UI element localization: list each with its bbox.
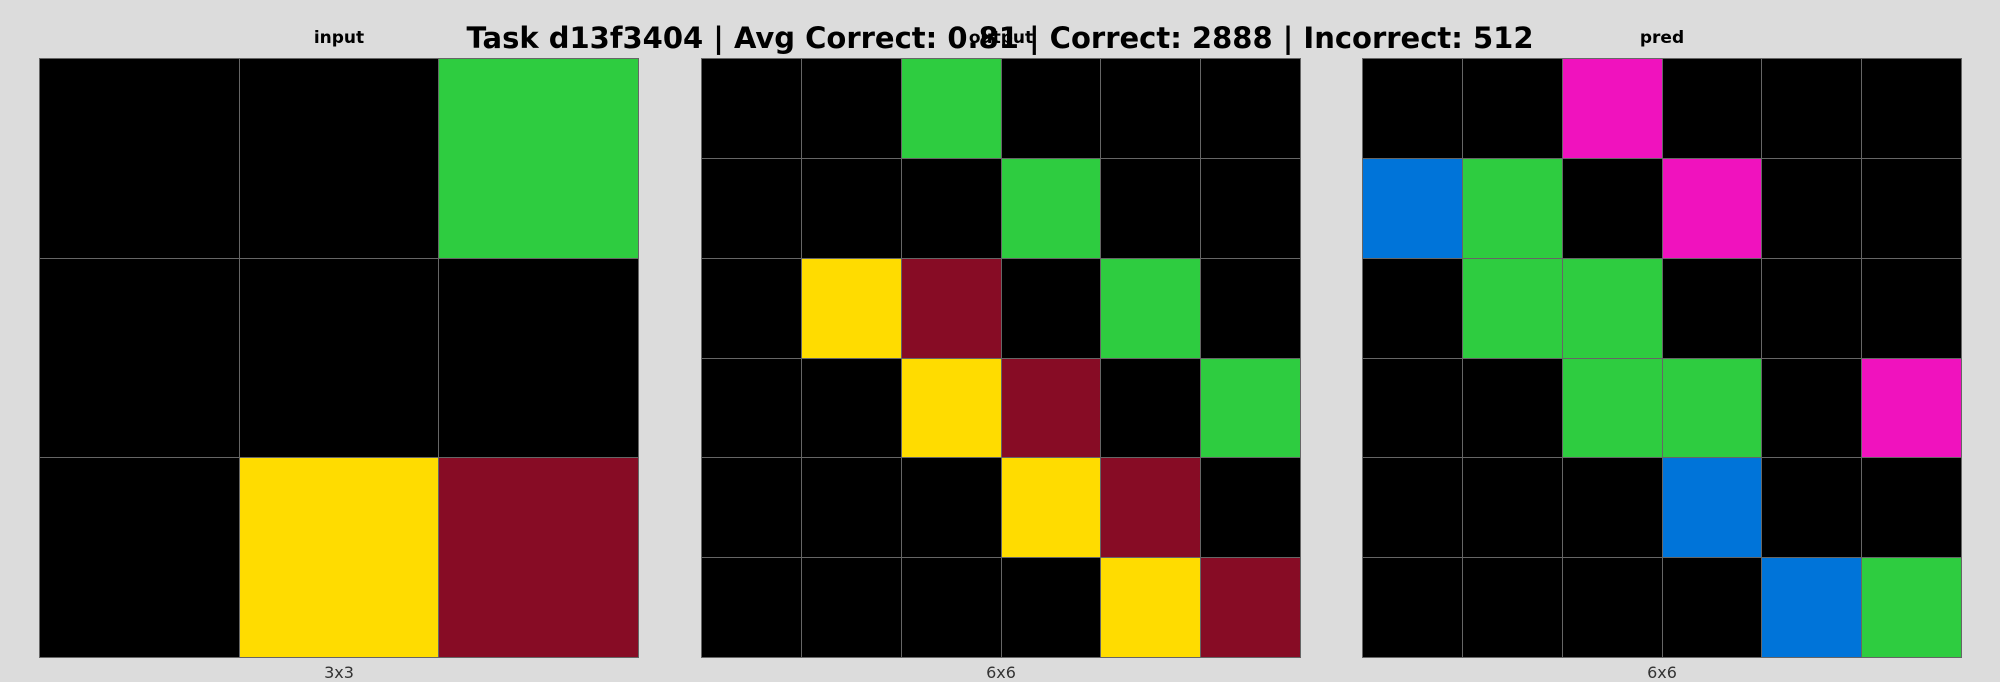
output-cell-r3-c0 xyxy=(702,358,801,458)
output-cell-r3-c1 xyxy=(801,358,901,458)
pred-cell-r2-c0 xyxy=(1363,258,1462,358)
output-cell-r0-c2 xyxy=(901,59,1001,158)
input-cell-r2-c2 xyxy=(439,458,638,657)
pred-cell-r5-c2 xyxy=(1562,558,1662,657)
pred-cell-r2-c1 xyxy=(1462,258,1562,358)
output-cell-r0-c1 xyxy=(801,59,901,158)
pred-panel: pred 6x6 xyxy=(1362,28,1962,682)
pred-cell-r5-c4 xyxy=(1762,558,1862,657)
pred-cell-r0-c4 xyxy=(1762,59,1862,158)
pred-cell-r5-c1 xyxy=(1462,558,1562,657)
output-cell-r4-c4 xyxy=(1101,458,1201,558)
pred-cell-r4-c4 xyxy=(1762,458,1862,558)
pred-size-label: 6x6 xyxy=(1647,663,1677,682)
output-cell-r1-c4 xyxy=(1101,158,1201,258)
output-cell-r0-c4 xyxy=(1101,59,1201,158)
output-grid xyxy=(701,58,1301,658)
input-grid xyxy=(39,58,639,658)
output-cell-r3-c4 xyxy=(1101,358,1201,458)
input-cell-r2-c0 xyxy=(40,458,239,657)
output-cell-r1-c3 xyxy=(1001,158,1101,258)
pred-cell-r3-c3 xyxy=(1662,358,1762,458)
output-cell-r5-c0 xyxy=(702,558,801,657)
pred-cell-r1-c2 xyxy=(1562,158,1662,258)
pred-cell-r3-c2 xyxy=(1562,358,1662,458)
pred-cell-r2-c5 xyxy=(1862,258,1961,358)
pred-cell-r0-c2 xyxy=(1562,59,1662,158)
pred-cell-r0-c1 xyxy=(1462,59,1562,158)
output-cell-r2-c0 xyxy=(702,258,801,358)
output-cell-r0-c0 xyxy=(702,59,801,158)
output-cell-r2-c4 xyxy=(1101,258,1201,358)
input-panel-title: input xyxy=(313,28,365,48)
pred-cell-r2-c4 xyxy=(1762,258,1862,358)
input-cell-r0-c0 xyxy=(40,59,239,258)
output-cell-r4-c0 xyxy=(702,458,801,558)
output-cell-r5-c2 xyxy=(901,558,1001,657)
pred-cell-r4-c0 xyxy=(1363,458,1462,558)
pred-cell-r5-c3 xyxy=(1662,558,1762,657)
output-cell-r1-c2 xyxy=(901,158,1001,258)
input-cell-r2-c1 xyxy=(239,458,439,657)
pred-grid xyxy=(1362,58,1962,658)
input-size-label: 3x3 xyxy=(324,663,354,682)
pred-cell-r3-c1 xyxy=(1462,358,1562,458)
figure-title: Task d13f3404 | Avg Correct: 0.81 | Corr… xyxy=(466,21,1534,55)
output-cell-r3-c3 xyxy=(1001,358,1101,458)
pred-cell-r2-c2 xyxy=(1562,258,1662,358)
output-cell-r2-c3 xyxy=(1001,258,1101,358)
output-cell-r2-c5 xyxy=(1201,258,1300,358)
pred-cell-r4-c5 xyxy=(1862,458,1961,558)
pred-cell-r5-c5 xyxy=(1862,558,1961,657)
output-cell-r4-c5 xyxy=(1201,458,1300,558)
pred-cell-r3-c5 xyxy=(1862,358,1961,458)
output-cell-r0-c3 xyxy=(1001,59,1101,158)
pred-cell-r0-c5 xyxy=(1862,59,1961,158)
pred-cell-r1-c4 xyxy=(1762,158,1862,258)
pred-cell-r3-c0 xyxy=(1363,358,1462,458)
output-cell-r4-c2 xyxy=(901,458,1001,558)
pred-cell-r5-c0 xyxy=(1363,558,1462,657)
pred-cell-r4-c2 xyxy=(1562,458,1662,558)
output-cell-r5-c1 xyxy=(801,558,901,657)
pred-cell-r0-c0 xyxy=(1363,59,1462,158)
output-cell-r3-c2 xyxy=(901,358,1001,458)
output-cell-r5-c4 xyxy=(1101,558,1201,657)
output-cell-r2-c2 xyxy=(901,258,1001,358)
pred-cell-r3-c4 xyxy=(1762,358,1862,458)
input-panel: input 3x3 xyxy=(39,28,639,682)
pred-cell-r4-c3 xyxy=(1662,458,1762,558)
pred-cell-r1-c5 xyxy=(1862,158,1961,258)
input-cell-r0-c1 xyxy=(239,59,439,258)
output-size-label: 6x6 xyxy=(986,663,1016,682)
output-cell-r2-c1 xyxy=(801,258,901,358)
output-cell-r1-c5 xyxy=(1201,158,1300,258)
output-cell-r0-c5 xyxy=(1201,59,1300,158)
output-panel-title: output xyxy=(968,28,1034,48)
input-cell-r0-c2 xyxy=(439,59,638,258)
pred-cell-r1-c1 xyxy=(1462,158,1562,258)
output-cell-r1-c1 xyxy=(801,158,901,258)
output-cell-r4-c1 xyxy=(801,458,901,558)
output-cell-r5-c3 xyxy=(1001,558,1101,657)
pred-cell-r1-c0 xyxy=(1363,158,1462,258)
output-cell-r3-c5 xyxy=(1201,358,1300,458)
output-cell-r1-c0 xyxy=(702,158,801,258)
pred-cell-r1-c3 xyxy=(1662,158,1762,258)
input-cell-r1-c0 xyxy=(40,258,239,458)
pred-cell-r4-c1 xyxy=(1462,458,1562,558)
pred-cell-r0-c3 xyxy=(1662,59,1762,158)
output-cell-r5-c5 xyxy=(1201,558,1300,657)
output-panel: output 6x6 xyxy=(701,28,1301,682)
output-cell-r4-c3 xyxy=(1001,458,1101,558)
input-cell-r1-c2 xyxy=(439,258,638,458)
pred-panel-title: pred xyxy=(1639,28,1685,48)
pred-cell-r2-c3 xyxy=(1662,258,1762,358)
input-cell-r1-c1 xyxy=(239,258,439,458)
